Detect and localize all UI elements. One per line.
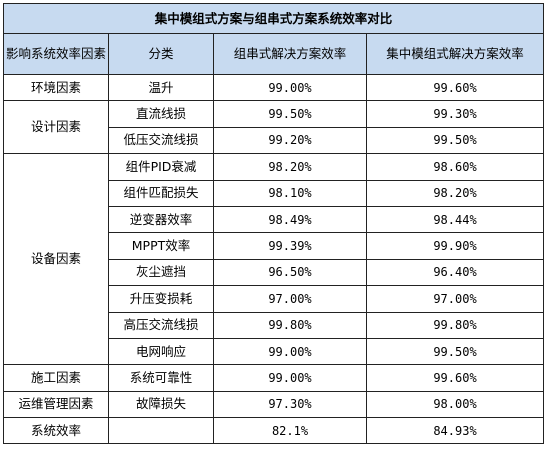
string-efficiency-cell: 98.49% [213, 205, 367, 234]
central-efficiency-cell: 99.30% [365, 100, 545, 128]
string-efficiency-cell: 98.20% [213, 153, 367, 181]
central-efficiency-cell: 96.40% [365, 258, 545, 287]
total-label-cell: 系统效率 [3, 417, 109, 445]
table-title-row: 集中模组式方案与组串式方案系统效率对比 [2, 3, 545, 34]
total-row: 系统效率 82.1% 84.93% [3, 417, 545, 445]
category-cell: 温升 [108, 73, 214, 102]
header-category: 分类 [108, 33, 214, 75]
table-row: 环境因素 温升 99.00% 99.60% [3, 73, 545, 102]
category-cell: 升压变损耗 [108, 285, 214, 313]
category-cell: MPPT效率 [108, 232, 214, 260]
table-row: 低压交流线损 99.20% 99.50% [4, 126, 545, 155]
string-efficiency-cell: 97.00% [213, 285, 367, 313]
factor-cell: 设计因素 [3, 100, 109, 155]
category-cell: 逆变器效率 [108, 205, 214, 234]
total-category-cell [108, 417, 214, 445]
table-row: 运维管理因素 故障损失 97.30% 98.00% [3, 390, 545, 419]
efficiency-comparison-table: 集中模组式方案与组串式方案系统效率对比 影响系统效率因素 分类 组串式解决方案效… [2, 3, 545, 445]
table-row: 灰尘遮挡 96.50% 96.40% [4, 258, 545, 287]
header-central-efficiency: 集中模组式解决方案效率 [365, 33, 545, 75]
central-efficiency-cell: 99.50% [365, 126, 545, 155]
central-efficiency-cell: 97.00% [365, 285, 545, 313]
table-row: 施工因素 系统可靠性 99.00% 99.60% [3, 364, 545, 392]
central-efficiency-cell: 99.50% [365, 337, 545, 366]
central-efficiency-cell: 98.00% [365, 390, 545, 419]
table-row: 高压交流线损 99.80% 99.80% [4, 311, 545, 339]
total-string-efficiency-cell: 82.1% [213, 417, 367, 445]
central-efficiency-cell: 98.60% [365, 153, 545, 181]
category-cell: 灰尘遮挡 [108, 258, 214, 287]
table-row: 升压变损耗 97.00% 97.00% [4, 285, 545, 313]
category-cell: 组件匹配损失 [108, 179, 214, 207]
central-efficiency-cell: 98.20% [365, 179, 545, 207]
central-efficiency-cell: 99.60% [365, 73, 545, 102]
central-efficiency-cell: 99.90% [365, 232, 545, 260]
string-efficiency-cell: 99.00% [213, 364, 367, 392]
factor-cell: 运维管理因素 [3, 390, 109, 419]
string-efficiency-cell: 99.39% [213, 232, 367, 260]
table-row: MPPT效率 99.39% 99.90% [4, 232, 545, 260]
central-efficiency-cell: 99.80% [365, 311, 545, 339]
category-cell: 高压交流线损 [108, 311, 214, 339]
category-cell: 系统可靠性 [108, 364, 214, 392]
central-efficiency-cell: 98.44% [365, 205, 545, 234]
header-factor: 影响系统效率因素 [3, 33, 109, 75]
table-row: 设备因素 组件PID衰减 98.20% 98.60% [3, 153, 545, 366]
table-row: 设计因素 直流线损 99.50% 99.30% [3, 100, 545, 155]
table-row: 逆变器效率 98.49% 98.44% [4, 205, 545, 234]
table-title: 集中模组式方案与组串式方案系统效率对比 [2, 3, 545, 34]
header-string-efficiency: 组串式解决方案效率 [213, 33, 367, 75]
factor-cell: 设备因素 [3, 153, 109, 366]
category-cell: 直流线损 [108, 100, 214, 128]
table-row: 组件匹配损失 98.10% 98.20% [4, 179, 545, 207]
string-efficiency-cell: 99.00% [213, 73, 367, 102]
table-header-row: 影响系统效率因素 分类 组串式解决方案效率 集中模组式解决方案效率 [3, 33, 545, 75]
string-efficiency-cell: 97.30% [213, 390, 367, 419]
factor-cell: 环境因素 [3, 73, 109, 102]
string-efficiency-cell: 98.10% [213, 179, 367, 207]
total-central-efficiency-cell: 84.93% [365, 417, 545, 445]
category-cell: 故障损失 [108, 390, 214, 419]
string-efficiency-cell: 99.50% [213, 100, 367, 128]
string-efficiency-cell: 99.20% [213, 126, 367, 155]
string-efficiency-cell: 99.00% [213, 337, 367, 366]
table-row: 电网响应 99.00% 99.50% [4, 337, 545, 366]
category-cell: 组件PID衰减 [108, 153, 214, 181]
central-efficiency-cell: 99.60% [365, 364, 545, 392]
factor-cell: 施工因素 [3, 364, 109, 392]
string-efficiency-cell: 99.80% [213, 311, 367, 339]
category-cell: 电网响应 [108, 337, 214, 366]
category-cell: 低压交流线损 [108, 126, 214, 155]
string-efficiency-cell: 96.50% [213, 258, 367, 287]
